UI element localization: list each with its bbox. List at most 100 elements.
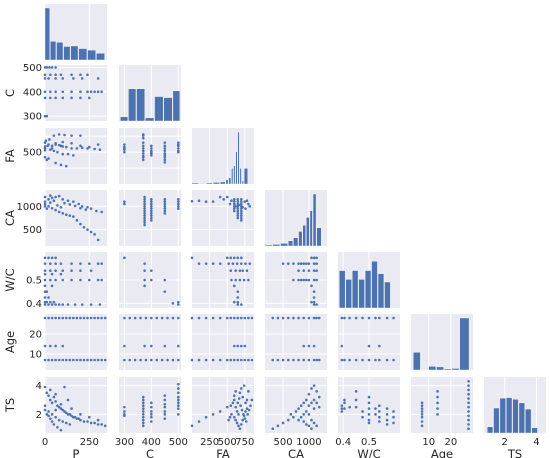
scatter-point: [144, 358, 148, 362]
scatter-point: [307, 344, 311, 348]
histogram-bar: [96, 53, 105, 61]
scatter-point: [228, 202, 232, 206]
histogram-bar: [191, 182, 199, 185]
scatter-point: [61, 140, 65, 144]
histogram-bar: [237, 131, 240, 185]
scatter-point: [75, 358, 79, 362]
panel-background: [119, 314, 181, 370]
scatter-point: [354, 390, 358, 393]
scatter-point: [43, 77, 47, 80]
y-tick-label: 0.4: [26, 299, 42, 310]
scatter-point: [240, 214, 243, 217]
scatter-point: [141, 134, 145, 137]
scatter-point: [43, 195, 47, 199]
scatter-point: [240, 303, 243, 306]
scatter-point: [243, 316, 247, 320]
scatter-point: [163, 290, 167, 293]
scatter-point: [123, 344, 126, 348]
y-tick-label: 500: [23, 148, 42, 159]
scatter-point: [141, 404, 145, 408]
histogram-bar: [120, 116, 129, 122]
scatter-point: [177, 344, 180, 348]
scatter-point: [297, 418, 300, 422]
scatter-point: [150, 209, 153, 213]
scatter-point: [43, 200, 47, 203]
scatter-point: [211, 358, 215, 362]
scatter-point: [56, 404, 59, 408]
scatter-point: [177, 150, 180, 154]
scatter-point: [150, 405, 153, 409]
scatter-point: [367, 401, 371, 405]
scatter-point: [307, 392, 311, 396]
scatter-point: [248, 262, 252, 265]
scatter-point: [218, 358, 222, 362]
scatter-point: [299, 415, 303, 419]
scatter-point: [79, 269, 82, 272]
scatter-point: [54, 269, 57, 272]
scatter-point: [307, 358, 311, 362]
scatter-point: [354, 398, 358, 402]
scatter-point: [98, 303, 102, 306]
panel-fa-vs-fa: [191, 128, 254, 185]
scatter-point: [80, 77, 84, 80]
scatter-point: [96, 238, 100, 242]
scatter-point: [378, 358, 381, 362]
scatter-point: [302, 344, 306, 348]
scatter-point: [310, 387, 313, 390]
scatter-point: [467, 388, 470, 392]
scatter-point: [61, 420, 65, 423]
scatter-point: [286, 418, 290, 422]
x-axis-label-c: C: [146, 447, 154, 458]
scatter-point: [96, 418, 100, 422]
scatter-point: [79, 413, 82, 416]
scatter-point: [204, 415, 208, 419]
scatter-point: [245, 199, 249, 203]
scatter-point: [302, 413, 306, 416]
scatter-point: [235, 421, 239, 425]
scatter-point: [237, 413, 240, 416]
scatter-point: [236, 256, 240, 260]
scatter-point: [82, 420, 86, 423]
scatter-point: [307, 413, 311, 416]
scatter-point: [66, 398, 70, 402]
scatter-point: [340, 344, 344, 348]
scatter-point: [54, 303, 57, 306]
scatter-point: [385, 316, 389, 320]
scatter-point: [43, 303, 47, 306]
scatter-point: [307, 424, 311, 428]
scatter-point: [54, 415, 57, 419]
scatter-point: [236, 214, 240, 217]
scatter-point: [247, 390, 250, 393]
scatter-point: [374, 407, 377, 410]
scatter-point: [436, 390, 439, 393]
scatter-point: [238, 203, 242, 207]
y-tick-label: 20: [29, 330, 42, 341]
scatter-point: [63, 133, 66, 137]
scatter-point: [197, 316, 201, 320]
scatter-point: [50, 401, 54, 405]
scatter-point: [312, 290, 316, 293]
scatter-point: [276, 316, 280, 320]
scatter-point: [232, 415, 236, 419]
panel-background: [45, 190, 107, 246]
scatter-point: [43, 256, 47, 260]
scatter-point: [61, 90, 65, 94]
scatter-point: [177, 316, 180, 320]
scatter-point: [305, 423, 308, 426]
scatter-point: [54, 77, 57, 80]
scatter-point: [231, 401, 235, 405]
scatter-point: [150, 205, 153, 208]
scatter-point: [177, 303, 180, 306]
scatter-point: [361, 410, 364, 413]
histogram-bar: [212, 182, 220, 185]
y-tick-label: 4: [36, 381, 42, 392]
scatter-point: [312, 384, 316, 387]
scatter-point: [299, 404, 303, 408]
scatter-point: [467, 380, 470, 383]
scatter-point: [79, 278, 82, 282]
scatter-point: [150, 144, 153, 148]
scatter-point: [317, 405, 321, 409]
scatter-point: [66, 303, 70, 306]
scatter-point: [141, 421, 145, 425]
panel-background: [192, 314, 254, 370]
